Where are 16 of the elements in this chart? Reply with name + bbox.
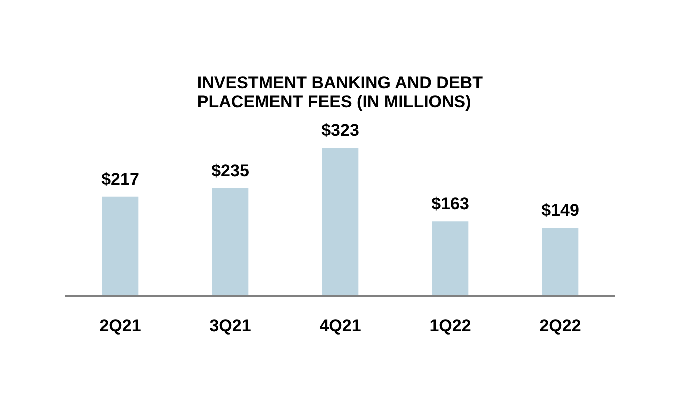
x-tick-label: 1Q22 (430, 316, 472, 336)
bar (322, 148, 359, 296)
data-label: $163 (432, 194, 470, 214)
data-label: $217 (102, 170, 140, 189)
data-label: $323 (322, 121, 360, 140)
x-tick-label: 4Q21 (320, 316, 362, 336)
bar (542, 228, 579, 296)
x-tick-label: 2Q21 (100, 316, 142, 336)
bar (212, 188, 249, 296)
data-label: $235 (212, 162, 250, 181)
bar (102, 196, 139, 296)
data-label: $149 (542, 201, 580, 220)
x-tick-label: 2Q22 (540, 316, 582, 336)
x-tick-label: 3Q21 (210, 316, 252, 336)
chart-title: INVESTMENT BANKING AND DEBT PLACEMENT FEES (IN MILLIONS) (197, 74, 484, 112)
bar (432, 222, 469, 296)
